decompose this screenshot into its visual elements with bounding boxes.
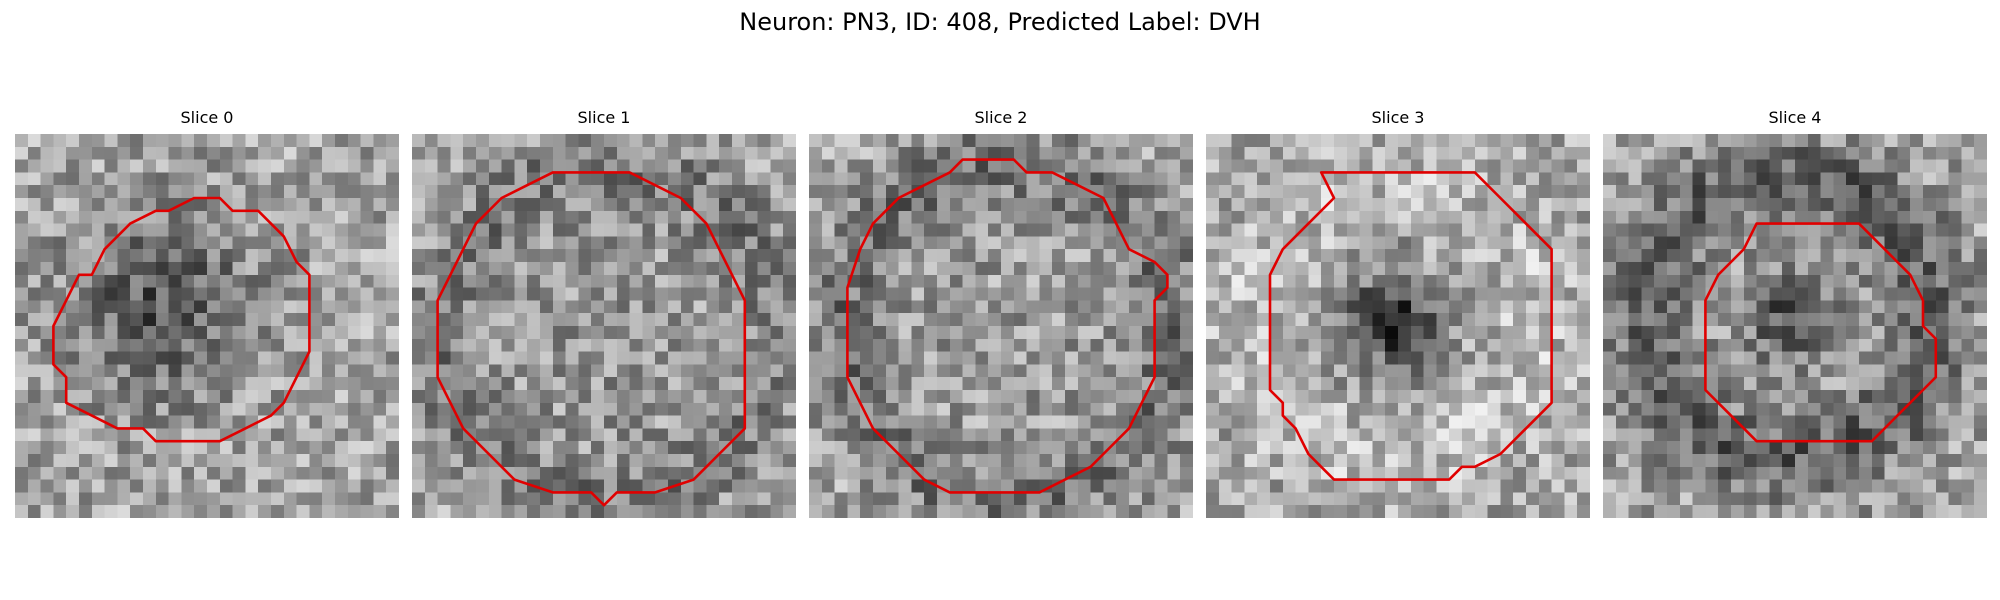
slice-title: Slice 2 — [974, 108, 1028, 127]
slice-title: Slice 4 — [1768, 108, 1822, 127]
neuron-contour — [52, 196, 311, 443]
slice-title: Slice 0 — [180, 108, 234, 127]
slice-panel: Slice 3 — [1206, 108, 1590, 518]
slice-image — [809, 134, 1193, 518]
slice-image — [15, 134, 399, 518]
slice-image — [1206, 134, 1590, 518]
neuron-contour — [436, 171, 747, 507]
figure-title: Neuron: PN3, ID: 408, Predicted Label: D… — [739, 8, 1261, 36]
slice-image — [412, 134, 796, 518]
slice-title: Slice 3 — [1371, 108, 1425, 127]
slice-panel: Slice 1 — [412, 108, 796, 518]
slice-title: Slice 1 — [577, 108, 631, 127]
slice-image — [1603, 134, 1987, 518]
neuron-contour — [1704, 222, 1938, 443]
slice-panel: Slice 0 — [15, 108, 399, 518]
slice-panel: Slice 4 — [1603, 108, 1987, 518]
neuron-contour — [1268, 171, 1553, 481]
neuron-contour — [846, 158, 1169, 494]
slice-panel: Slice 2 — [809, 108, 1193, 518]
